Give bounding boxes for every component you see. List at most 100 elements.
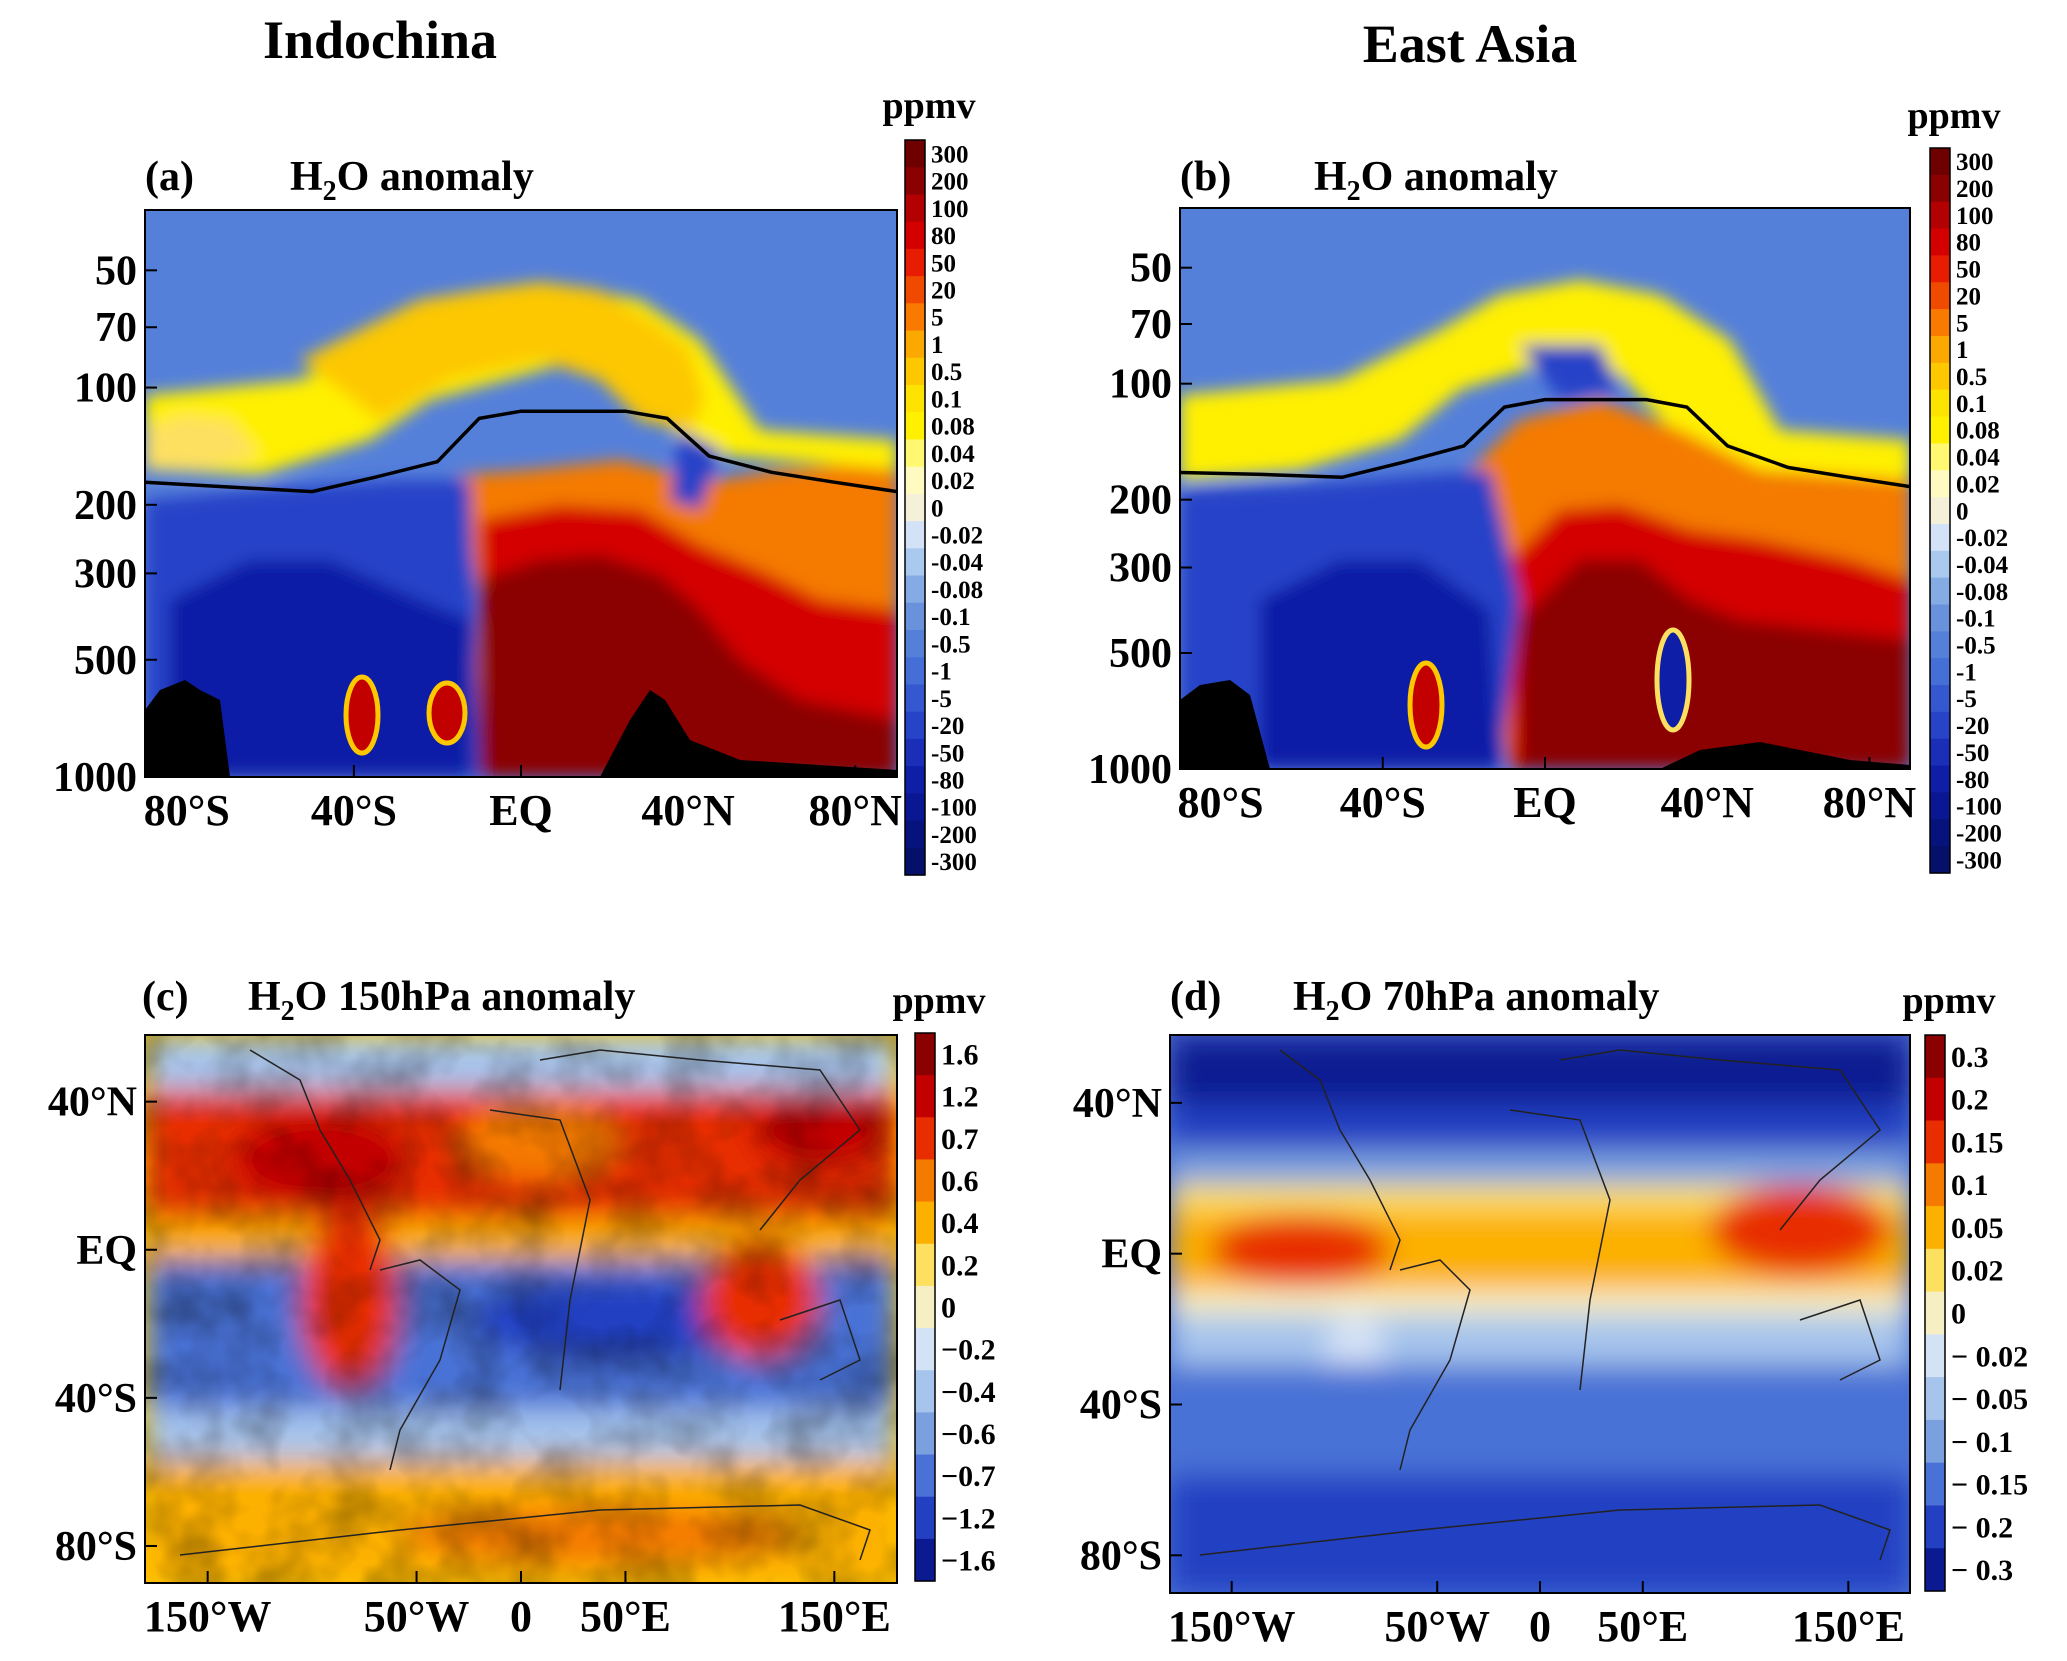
axes: 150°W 50°W 0 50°E 150°E 40°N EQ 40°S 80°S	[1073, 1081, 1905, 1651]
colorbar-tick-label: 0	[931, 495, 944, 522]
colorbar-tick-label: − 0.2	[1951, 1511, 2013, 1544]
coastlines	[179, 1049, 871, 1561]
colorbar-swatch	[1925, 1077, 1945, 1122]
colorbar-swatch	[1930, 577, 1950, 606]
colorbar-swatch	[1925, 1505, 1945, 1549]
colorbar-tick-label: -300	[931, 849, 977, 876]
colorbar-swatch	[905, 493, 925, 522]
colorbar-swatch	[905, 439, 925, 468]
y-tick-label: 40°S	[1080, 1382, 1162, 1428]
colorbar-tick-label: -50	[1956, 740, 1989, 767]
colorbar-swatch	[905, 385, 925, 413]
y-tick-label: EQ	[1101, 1232, 1162, 1278]
x-tick-label: EQ	[1513, 778, 1577, 827]
panel-label: (a)	[145, 154, 194, 200]
colorbar-tick-label: -0.02	[1956, 525, 2008, 552]
colorbar-swatch	[915, 1496, 935, 1540]
axes: 80°S 40°S EQ 40°N 80°N 50 70 100 200 300 500 1000	[53, 248, 902, 835]
colorbar-frame	[1929, 147, 1951, 874]
colorbar-swatch	[905, 140, 925, 168]
colorbar-tick-label: -0.1	[1956, 606, 1996, 633]
colorbar-tick-label: 200	[1956, 176, 1994, 203]
colorbar-swatch	[915, 1033, 935, 1076]
colorbar-tick-label: -0.08	[931, 577, 983, 604]
colorbar-tick-label: -80	[1956, 767, 1989, 794]
colorbar-swatch	[1930, 148, 1950, 176]
colorbar-swatch	[1925, 1291, 1945, 1335]
y-tick-label: 80°S	[55, 1524, 137, 1570]
colorbar-swatch	[915, 1454, 935, 1498]
colorbar-tick-label: -80	[931, 767, 964, 794]
x-tick-label: 50°E	[580, 1592, 671, 1641]
tropopause-line	[1180, 397, 1910, 489]
colorbar-tick-label: 0.08	[931, 414, 975, 441]
colorbar-tick-label: 0.3	[1951, 1041, 1989, 1074]
colorbar-frame	[1924, 1034, 1946, 1592]
colorbar-tick-label: 0.6	[941, 1165, 979, 1198]
colorbar-tick-label: 0.04	[931, 441, 975, 468]
colorbar: 0.3 0.2 0.15 0.1 0.05 0.02 0 − 0.02 − 0.05 − 0.1 −…	[1903, 980, 2028, 1592]
colorbar-tick-label: 0	[1956, 498, 1969, 525]
y-tick-label: 70	[1130, 302, 1172, 348]
colorbar-tick-label: − 0.05	[1951, 1383, 2028, 1416]
panel-title: H2O 150hPa anomaly	[248, 974, 635, 1027]
x-tick-label: 40°S	[1340, 778, 1426, 827]
y-tick-label: 200	[74, 483, 137, 529]
y-tick-label: 40°S	[55, 1376, 137, 1422]
colorbar-tick-label: − 0.1	[1951, 1426, 2013, 1459]
colorbar-swatch	[1930, 282, 1950, 310]
colorbar-swatch	[1925, 1377, 1945, 1421]
colorbar-tick-label: 0	[941, 1292, 956, 1325]
panel-label: (c)	[142, 974, 189, 1020]
colorbar-swatch	[915, 1538, 935, 1582]
panel-title: H2O 70hPa anomaly	[1293, 974, 1659, 1027]
colorbar-tick-label: -100	[931, 795, 977, 822]
colorbar-unit: ppmv	[1908, 95, 2001, 137]
colorbar-tick-label: 50	[1956, 257, 1981, 284]
colorbar: 300200100805020510.50.10.080.040.020-0.0…	[883, 85, 984, 876]
x-tick-label: 150°E	[1792, 1602, 1905, 1651]
colorbar-swatch	[905, 793, 925, 822]
colorbar-tick-label: 5	[931, 305, 944, 332]
colorbar-swatch	[905, 847, 925, 876]
colorbar: 1.6 1.2 0.7 0.6 0.4 0.2 0 −0.2 −0.4 −0.6 −0.7 −1.2 −…	[893, 980, 996, 1582]
colorbar-tick-label: 100	[931, 196, 969, 223]
y-tick-label: 300	[74, 551, 137, 597]
colorbar-swatch	[905, 820, 925, 849]
colorbar-tick-label: 0.2	[1951, 1084, 1989, 1117]
colorbar-tick-label: 0.02	[931, 468, 975, 495]
colorbar-swatch	[1925, 1462, 1945, 1507]
colorbar-tick-label: -200	[931, 822, 977, 849]
y-tick-label: 50	[1130, 246, 1172, 292]
axes: 150°W 50°W 0 50°E 150°E 40°N EQ 40°S 80°S	[48, 1080, 891, 1641]
colorbar-tick-label: 0.5	[1956, 364, 1987, 391]
x-tick-label: 50°E	[1597, 1602, 1688, 1651]
x-tick-label: EQ	[489, 786, 553, 835]
heatmap-field	[1170, 1035, 1910, 1593]
y-tick-label: 300	[1109, 546, 1172, 592]
colorbar-tick-label: -300	[1956, 847, 2002, 874]
colorbar-swatch	[905, 303, 925, 332]
x-tick-label: 80°N	[1823, 778, 1917, 827]
colorbar-tick-label: 0.05	[1951, 1212, 2004, 1245]
heatmap-field	[1180, 208, 1910, 769]
y-tick-label: 500	[1109, 631, 1172, 677]
panel-title: H2O anomaly	[1314, 154, 1558, 207]
colorbar-swatch	[915, 1243, 935, 1287]
colorbar-tick-label: -0.08	[1956, 579, 2008, 606]
colorbar-tick-label: 0	[1951, 1298, 1966, 1331]
heatmap-field	[145, 210, 897, 777]
colorbar-tick-label: −1.6	[941, 1544, 996, 1577]
colorbar-swatch	[1930, 846, 1950, 874]
colorbar-swatch	[1925, 1035, 1945, 1079]
panel-b: (b) H2O anomaly 80°S 40°S EQ 40°N 80°N507010…	[1088, 95, 2009, 874]
colorbar-tick-label: 80	[931, 223, 956, 250]
colorbar-tick-label: 0.1	[1956, 391, 1987, 418]
colorbar-tick-label: -20	[931, 713, 964, 740]
colorbar-tick-label: 20	[931, 277, 956, 304]
colorbar-tick-label: −0.7	[941, 1460, 996, 1493]
x-tick-label: 150°W	[1168, 1602, 1296, 1651]
colorbar-tick-label: -0.04	[1956, 552, 2009, 579]
colorbar-unit: ppmv	[893, 980, 986, 1022]
